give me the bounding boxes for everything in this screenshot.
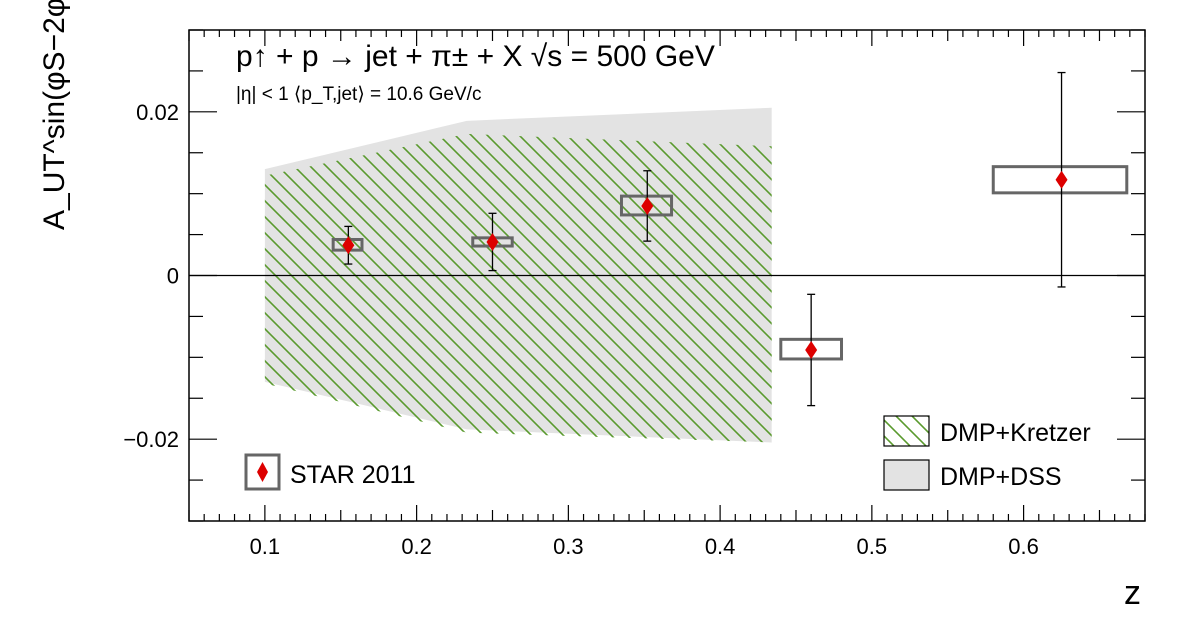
- data-marker: [1055, 170, 1068, 189]
- x-tick-label: 0.4: [705, 534, 736, 559]
- x-axis-title: z: [1124, 574, 1141, 612]
- band-dmp-kretzer: [264, 133, 772, 443]
- y-axis-title: A_UT^sin(φS−2φH): [38, 0, 71, 230]
- systematic-box: [991, 165, 1129, 195]
- x-tick-label: 0.5: [857, 534, 888, 559]
- legend-dss-swatch: [883, 459, 930, 491]
- data-point: [991, 71, 1129, 288]
- axis-ticks: [188, 29, 1146, 522]
- legend-kretzer-swatch: [883, 415, 930, 447]
- x-tick-label: 0.6: [1008, 534, 1039, 559]
- x-tick-labels: 0.1 0.2 0.3 0.4 0.5 0.6: [250, 534, 1039, 559]
- chart-subtitle: |η| < 1 ⟨p_T,jet⟩ = 10.6 GeV/c: [236, 84, 481, 105]
- legend-dss-label: DMP+DSS: [940, 463, 1062, 491]
- y-tick-label: 0.02: [136, 100, 179, 125]
- systematic-box: [619, 194, 674, 217]
- data-point: [779, 293, 844, 407]
- data-marker: [805, 340, 818, 359]
- legend-star-label: STAR 2011: [290, 461, 416, 489]
- data-marker: [641, 196, 654, 215]
- data-marker: [486, 232, 499, 251]
- data-point: [471, 212, 514, 272]
- data-point: [331, 225, 364, 265]
- data-points: [331, 71, 1129, 407]
- legend-kretzer-label: DMP+Kretzer: [940, 419, 1091, 447]
- y-tick-label: −0.02: [123, 427, 179, 452]
- legend-star: STAR 2011: [244, 453, 416, 491]
- x-tick-label: 0.1: [250, 534, 281, 559]
- y-tick-labels: −0.02 0 0.02: [123, 100, 179, 452]
- legend-theory: DMP+Kretzer DMP+DSS: [883, 415, 1091, 491]
- legend-star-marker: [257, 462, 268, 482]
- x-tick-label: 0.3: [553, 534, 584, 559]
- data-point: [619, 170, 674, 242]
- data-marker: [342, 236, 355, 255]
- x-tick-label: 0.2: [401, 534, 432, 559]
- y-tick-label: 0: [167, 264, 179, 289]
- chart-title: p↑ + p → jet + π± + X √s = 500 GeV: [236, 40, 715, 73]
